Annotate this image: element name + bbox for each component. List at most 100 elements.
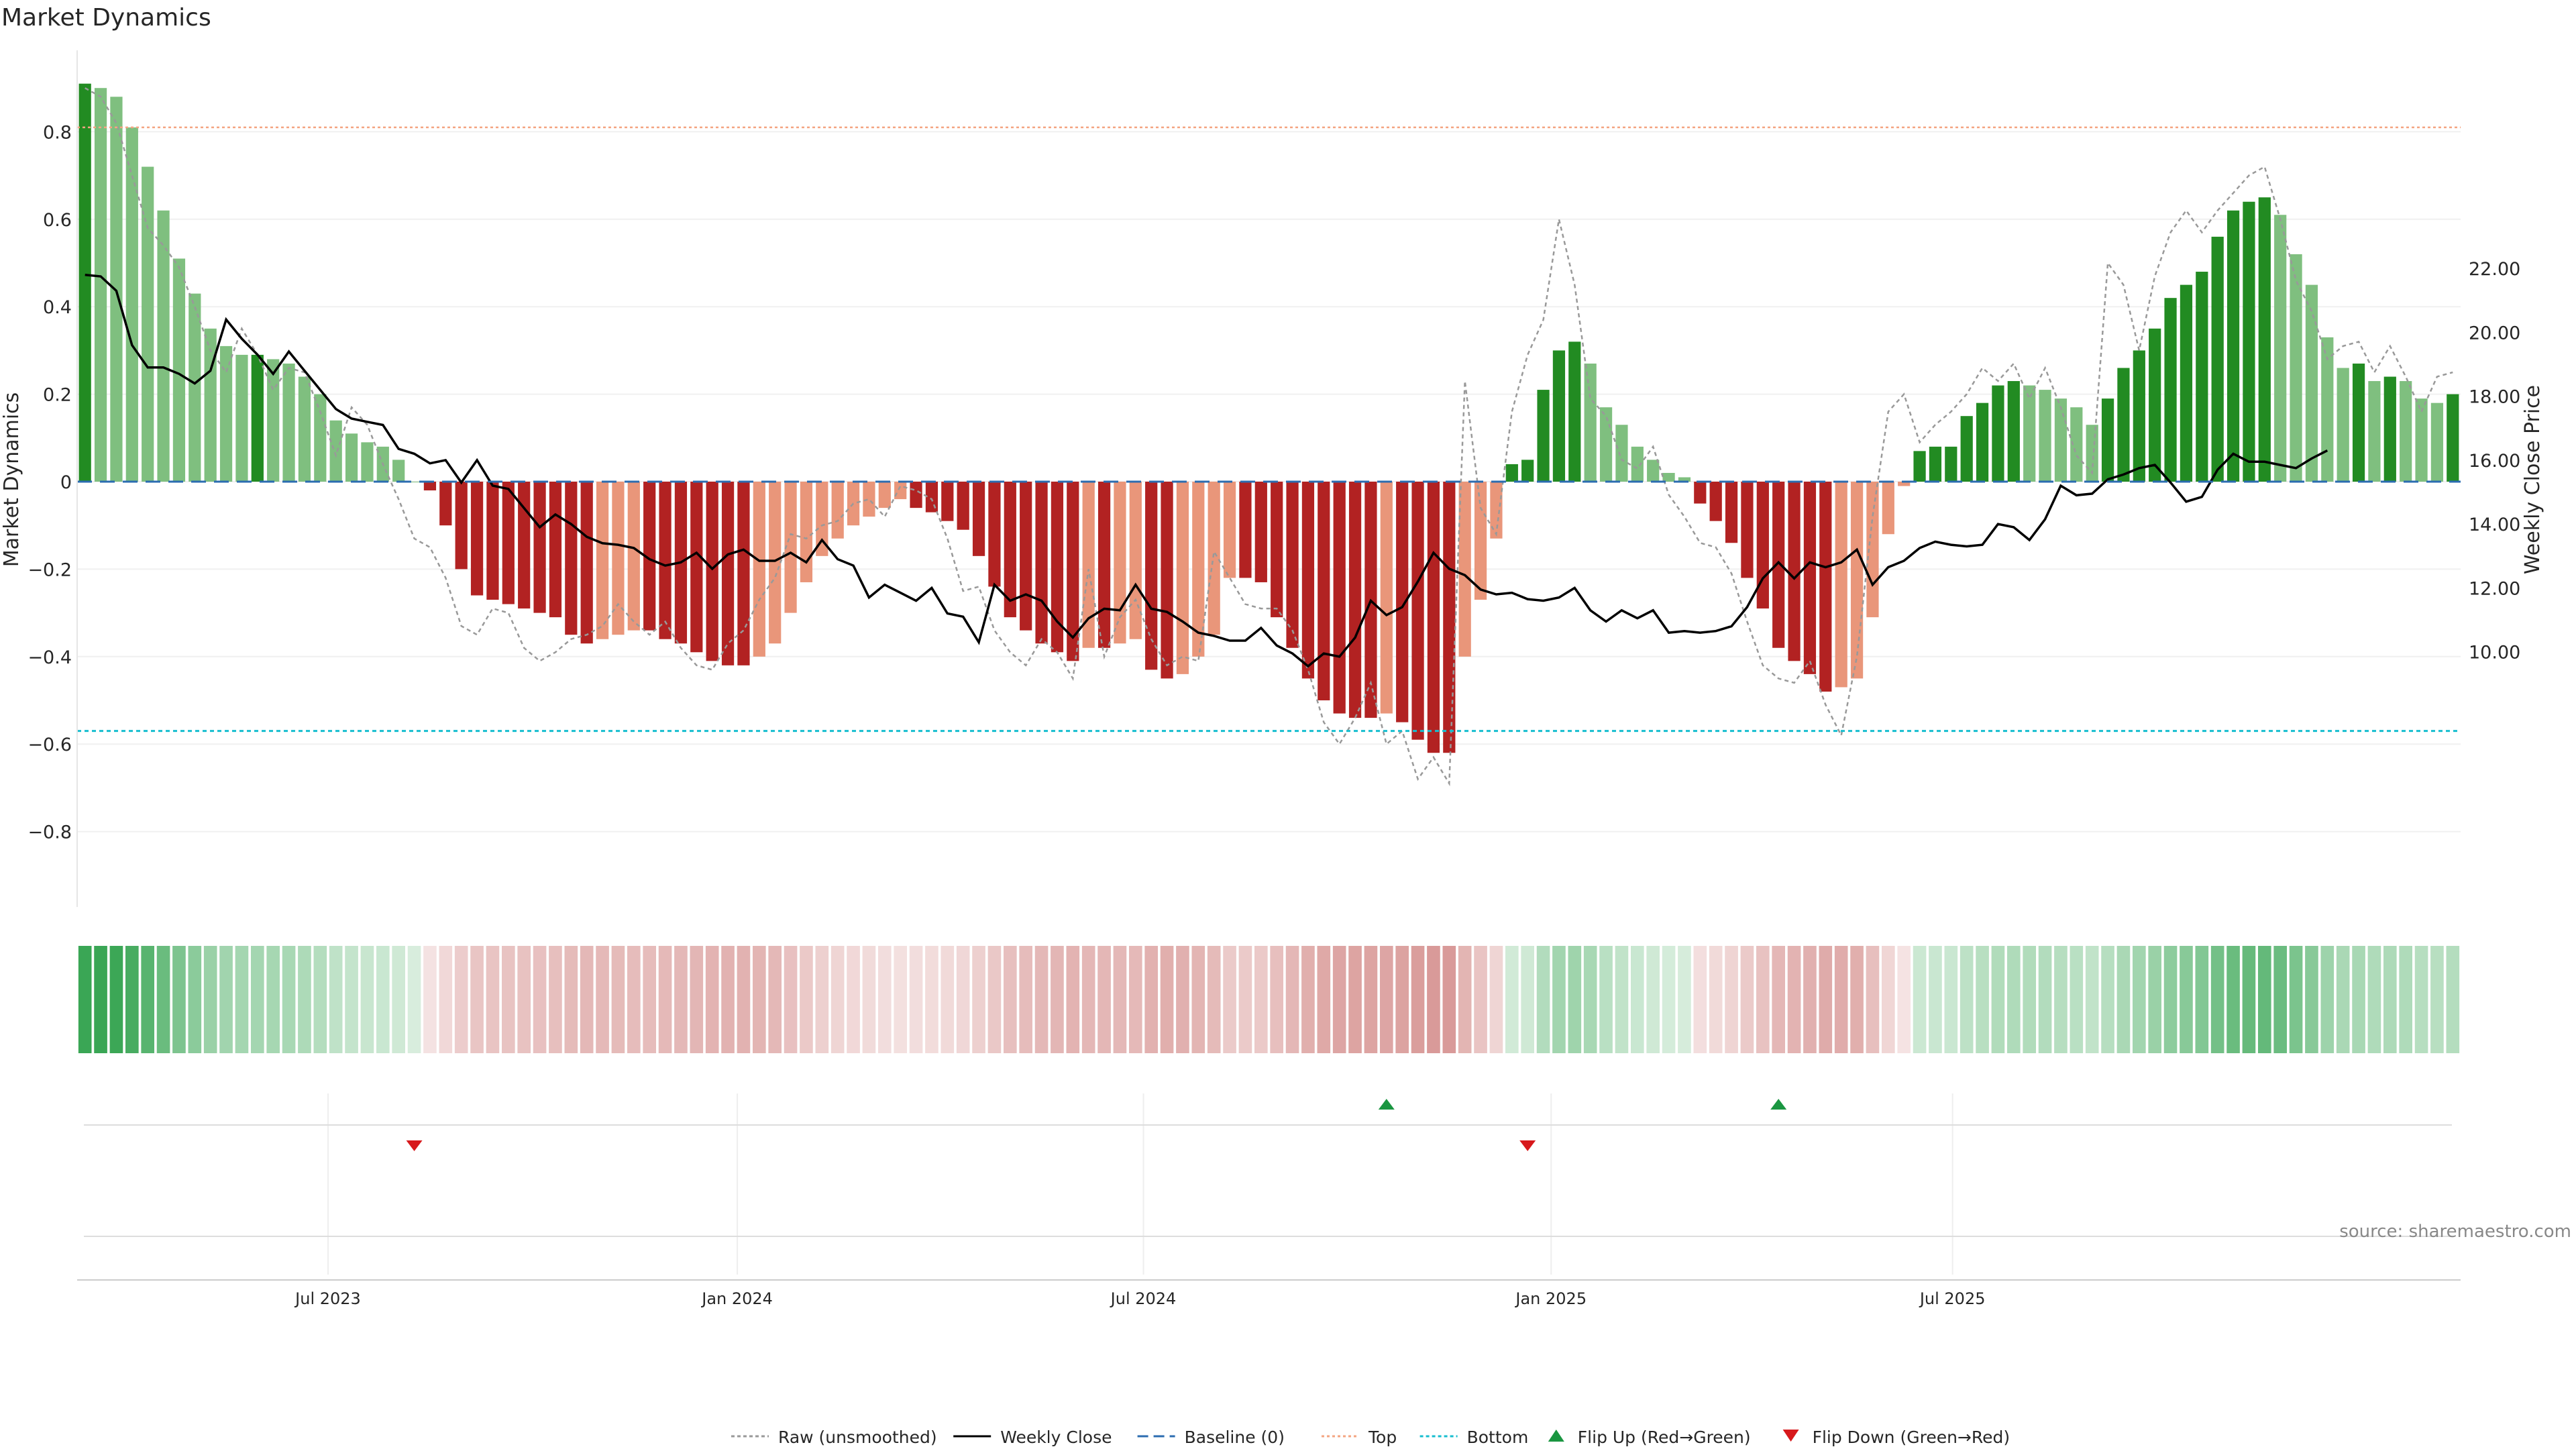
heat-cell: [549, 946, 562, 1053]
md-bar: [2086, 425, 2098, 482]
heat-cell: [1317, 946, 1331, 1053]
left-tick-label: −0.8: [28, 822, 72, 843]
md-bar: [1035, 482, 1048, 644]
md-bar: [1866, 482, 1879, 618]
legend-label: Flip Up (Red→Green): [1578, 1428, 1751, 1447]
md-bar: [2305, 284, 2318, 482]
md-bar: [1208, 482, 1220, 635]
md-bar: [1458, 482, 1471, 657]
md-bar: [1647, 460, 1660, 482]
md-bar: [1129, 482, 1142, 639]
heat-cell: [360, 946, 374, 1053]
heatmap-strip: [78, 946, 2460, 1053]
heat-cell: [1019, 946, 1033, 1053]
legend-item: Flip Up (Red→Green): [1548, 1428, 1751, 1447]
heat-cell: [1740, 946, 1754, 1053]
heat-cell: [800, 946, 813, 1053]
x-axis-ticks: Jul 2023 Jan 2024 Jul 2024 Jan 2025 Jul 2025: [294, 1289, 1985, 1308]
md-bar: [1020, 482, 1032, 631]
right-tick-label: 14.00: [2469, 515, 2520, 535]
heat-cell: [847, 946, 860, 1053]
x-tick-label: Jan 2025: [1514, 1289, 1587, 1308]
heat-cell: [2446, 946, 2460, 1053]
heat-cell: [1568, 946, 1582, 1053]
md-bar: [2430, 402, 2444, 482]
md-bar: [1223, 482, 1236, 578]
source-note: source: sharemaestro.com: [2339, 1222, 2571, 1242]
legend-label: Bottom: [1467, 1428, 1529, 1447]
md-bar: [1756, 482, 1769, 609]
heat-cell: [1662, 946, 1676, 1053]
x-tick-label: Jul 2024: [1110, 1289, 1177, 1308]
heat-cell: [611, 946, 625, 1053]
heat-cell: [1395, 946, 1409, 1053]
heat-cell: [423, 946, 437, 1053]
md-bar: [1490, 482, 1503, 539]
md-bar: [125, 127, 138, 482]
heat-cell: [925, 946, 938, 1053]
md-bar: [2337, 368, 2349, 482]
md-bar: [784, 482, 797, 613]
md-bar: [1411, 482, 1424, 740]
heat-cell: [1646, 946, 1660, 1053]
md-bar: [925, 482, 938, 513]
right-tick-label: 16.00: [2469, 451, 2520, 472]
heat-cell: [1709, 946, 1723, 1053]
md-bar: [1725, 482, 1738, 543]
left-axis-label: Market Dynamics: [0, 392, 23, 568]
md-bar: [2211, 236, 2224, 482]
heat-cell: [705, 946, 719, 1053]
heat-cell: [1191, 946, 1205, 1053]
heat-cell: [1552, 946, 1566, 1053]
flip-down-marker: [406, 1140, 423, 1151]
heat-cell: [1819, 946, 1833, 1053]
md-bar: [1568, 341, 1581, 482]
heat-cell: [250, 946, 264, 1053]
heat-cell: [2023, 946, 2037, 1053]
md-bar: [2180, 284, 2193, 482]
md-bar: [1505, 464, 1518, 482]
heat-cell: [815, 946, 829, 1053]
md-bar: [2290, 254, 2302, 482]
heat-cell: [407, 946, 421, 1053]
heat-cell: [1834, 946, 1848, 1053]
md-bar: [706, 482, 718, 661]
legend: Raw (unsmoothed) Weekly Close Baseline (0)…: [731, 1428, 2010, 1447]
left-tick-label: −0.2: [28, 559, 72, 580]
legend-item: Baseline (0): [1137, 1428, 1285, 1447]
md-bar: [2117, 368, 2130, 482]
md-bar: [2274, 215, 2287, 482]
heat-cell: [345, 946, 358, 1053]
md-bar: [1678, 477, 1691, 482]
reference-lines: [77, 126, 2461, 733]
weekly-close-line: [85, 273, 2328, 668]
heat-cell: [156, 946, 170, 1053]
legend-item: Top: [1322, 1428, 1397, 1447]
md-bar: [1396, 482, 1409, 722]
md-bar: [1254, 482, 1267, 582]
heat-cell: [2070, 946, 2084, 1053]
heat-cell: [830, 946, 845, 1053]
heat-cell: [1128, 946, 1142, 1053]
md-bar: [863, 482, 875, 517]
md-bar: [1145, 482, 1158, 670]
heat-cell: [2116, 946, 2131, 1053]
heat-cell: [1411, 946, 1425, 1053]
heat-cell: [1772, 946, 1786, 1053]
md-bar: [1427, 482, 1440, 753]
md-bar: [2447, 394, 2459, 482]
heat-cell: [2336, 946, 2350, 1053]
md-bar: [1803, 482, 1817, 674]
x-tick-label: Jul 2025: [1919, 1289, 1986, 1308]
md-bar: [439, 482, 452, 526]
legend-item: Weekly Close: [953, 1428, 1112, 1447]
md-bar: [298, 376, 311, 482]
heat-cell: [1678, 946, 1691, 1053]
md-bar: [314, 394, 327, 482]
heat-cell: [1583, 946, 1597, 1053]
left-tick-label: 0.6: [43, 210, 72, 231]
md-bar: [2400, 381, 2412, 482]
heat-cell: [1364, 946, 1378, 1053]
heat-cell: [1881, 946, 1895, 1053]
heat-cell: [1442, 946, 1456, 1053]
